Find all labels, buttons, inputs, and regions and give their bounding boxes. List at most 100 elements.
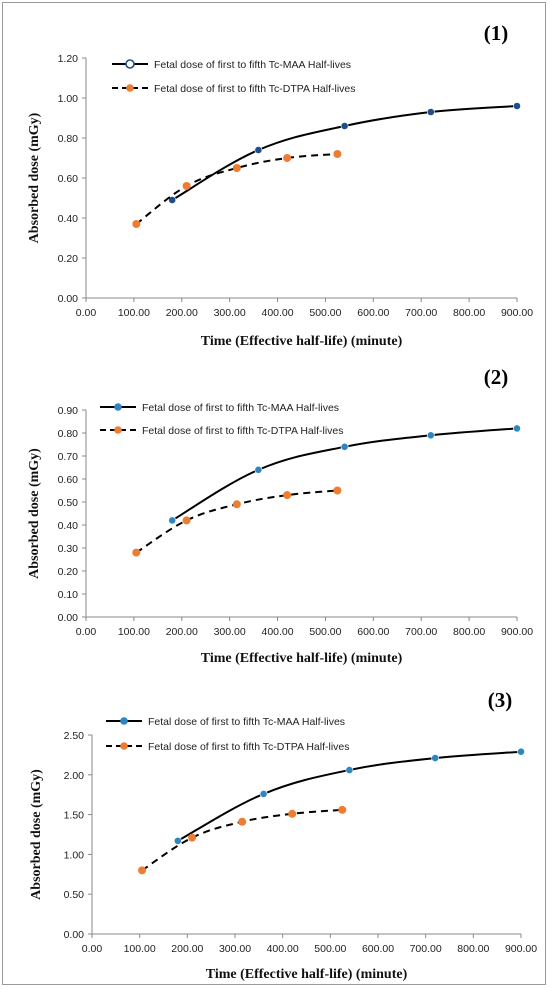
data-point bbox=[338, 805, 347, 814]
y-axis-title: Absorbed dose (mGy) bbox=[27, 112, 42, 243]
data-point bbox=[517, 747, 525, 756]
data-point bbox=[254, 146, 263, 154]
y-tick-label: 0.40 bbox=[58, 213, 79, 225]
x-tick-label: 200.00 bbox=[171, 943, 203, 955]
data-point bbox=[168, 196, 177, 204]
x-tick-label: 600.00 bbox=[357, 626, 389, 638]
data-point bbox=[232, 164, 241, 172]
data-point bbox=[254, 465, 263, 474]
y-tick-label: 0.30 bbox=[58, 543, 79, 555]
x-axis-title: Time (Effective half-life) (minute) bbox=[201, 651, 403, 666]
x-tick-label: 900.00 bbox=[501, 307, 533, 319]
y-tick-label: 1.20 bbox=[58, 53, 79, 65]
data-point bbox=[345, 766, 354, 774]
legend-label: Fetal dose of first to fifth Tc-MAA Half… bbox=[142, 402, 339, 414]
y-tick-label: 0.10 bbox=[58, 589, 79, 601]
data-point bbox=[238, 817, 247, 826]
x-tick-label: 600.00 bbox=[357, 307, 389, 319]
x-tick-label: 300.00 bbox=[214, 626, 246, 638]
x-tick-label: 300.00 bbox=[214, 307, 246, 319]
chart-panel-2: 0.00 100.00 200.00 300.00 400.00 500.00 600.00… bbox=[27, 365, 533, 666]
data-point bbox=[426, 108, 435, 116]
data-point bbox=[283, 491, 292, 500]
y-tick-label: 0.50 bbox=[64, 889, 85, 901]
series-line-1 bbox=[177, 750, 522, 842]
x-tick-label: 0.00 bbox=[82, 943, 103, 955]
x-tick-label: 700.00 bbox=[405, 626, 437, 638]
x-axis-title: Time (Effective half-life) (minute) bbox=[206, 967, 408, 982]
y-tick-label: 0.70 bbox=[58, 451, 79, 463]
x-tick-label: 100.00 bbox=[118, 307, 150, 319]
legend-label: Fetal dose of first to fifth Tc-DTPA Hal… bbox=[142, 425, 344, 437]
data-point bbox=[132, 548, 141, 557]
data-point bbox=[259, 790, 268, 798]
x-tick-label: 100.00 bbox=[118, 626, 150, 638]
data-point bbox=[513, 424, 521, 433]
y-tick-label: 0.40 bbox=[58, 520, 79, 532]
data-point bbox=[288, 809, 297, 818]
y-tick-label: 0.60 bbox=[58, 173, 79, 185]
legend-marker bbox=[120, 717, 128, 725]
series-line-2 bbox=[135, 153, 338, 225]
y-tick-label: 0.00 bbox=[64, 929, 85, 941]
y-tick-label: 0.00 bbox=[58, 612, 79, 624]
x-tick-label: 0.00 bbox=[76, 626, 97, 638]
data-point bbox=[333, 150, 342, 158]
data-point bbox=[188, 833, 197, 842]
x-tick-label: 400.00 bbox=[267, 943, 299, 955]
legend-label: Fetal dose of first to fifth Tc-DTPA Hal… bbox=[154, 83, 356, 95]
y-tick-label: 0.50 bbox=[58, 497, 79, 509]
data-point bbox=[340, 442, 349, 451]
panel-label: (3) bbox=[488, 688, 513, 712]
data-point bbox=[168, 516, 177, 525]
y-tick-label: 0.20 bbox=[58, 253, 79, 265]
x-tick-label: 300.00 bbox=[219, 943, 251, 955]
data-point bbox=[431, 754, 440, 762]
data-point bbox=[132, 220, 141, 228]
data-point bbox=[513, 102, 521, 110]
x-tick-label: 500.00 bbox=[309, 626, 341, 638]
legend-marker bbox=[120, 742, 128, 750]
panel-label: (2) bbox=[484, 365, 509, 389]
x-tick-label: 100.00 bbox=[124, 943, 156, 955]
data-point bbox=[232, 500, 241, 509]
x-tick-label: 500.00 bbox=[314, 943, 346, 955]
legend-label: Fetal dose of first to fifth Tc-MAA Half… bbox=[148, 716, 345, 728]
series-line-1 bbox=[171, 105, 518, 201]
x-tick-label: 600.00 bbox=[362, 943, 394, 955]
data-point bbox=[173, 836, 182, 845]
data-point bbox=[340, 122, 349, 130]
x-tick-label: 200.00 bbox=[166, 307, 198, 319]
x-tick-label: 900.00 bbox=[505, 943, 537, 955]
y-tick-label: 2.00 bbox=[64, 770, 85, 782]
x-tick-label: 800.00 bbox=[453, 626, 485, 638]
x-tick-label: 200.00 bbox=[166, 626, 198, 638]
panel-label: (1) bbox=[484, 21, 509, 45]
chart-panel-3: 0.00 100.00 200.00 300.00 400.00 500.00 600.00… bbox=[29, 688, 537, 982]
y-tick-label: 2.50 bbox=[64, 730, 85, 742]
y-tick-label: 0.20 bbox=[58, 566, 79, 578]
x-tick-label: 400.00 bbox=[261, 307, 293, 319]
series-line-2 bbox=[135, 489, 338, 554]
chart-panel-1: 0.00 100.00 200.00 300.00 400.00 500.00 600.00… bbox=[27, 21, 533, 349]
data-point bbox=[426, 431, 435, 440]
legend-marker bbox=[126, 84, 134, 92]
y-tick-label: 1.50 bbox=[64, 810, 85, 822]
legend-marker bbox=[114, 426, 122, 434]
data-point bbox=[138, 866, 147, 875]
y-axis-title: Absorbed dose (mGy) bbox=[29, 769, 44, 900]
x-tick-label: 400.00 bbox=[261, 626, 293, 638]
legend-label: Fetal dose of first to fifth Tc-MAA Half… bbox=[154, 59, 351, 71]
data-point bbox=[182, 182, 191, 190]
y-tick-label: 0.80 bbox=[58, 133, 79, 145]
legend-marker bbox=[114, 403, 122, 411]
x-tick-label: 500.00 bbox=[309, 307, 341, 319]
x-tick-label: 700.00 bbox=[405, 307, 437, 319]
legend-marker bbox=[125, 59, 135, 69]
x-tick-label: 0.00 bbox=[76, 307, 97, 319]
x-tick-label: 800.00 bbox=[453, 307, 485, 319]
data-point bbox=[283, 154, 292, 162]
legend-label: Fetal dose of first to fifth Tc-DTPA Hal… bbox=[148, 741, 350, 753]
y-tick-label: 0.00 bbox=[58, 293, 79, 305]
